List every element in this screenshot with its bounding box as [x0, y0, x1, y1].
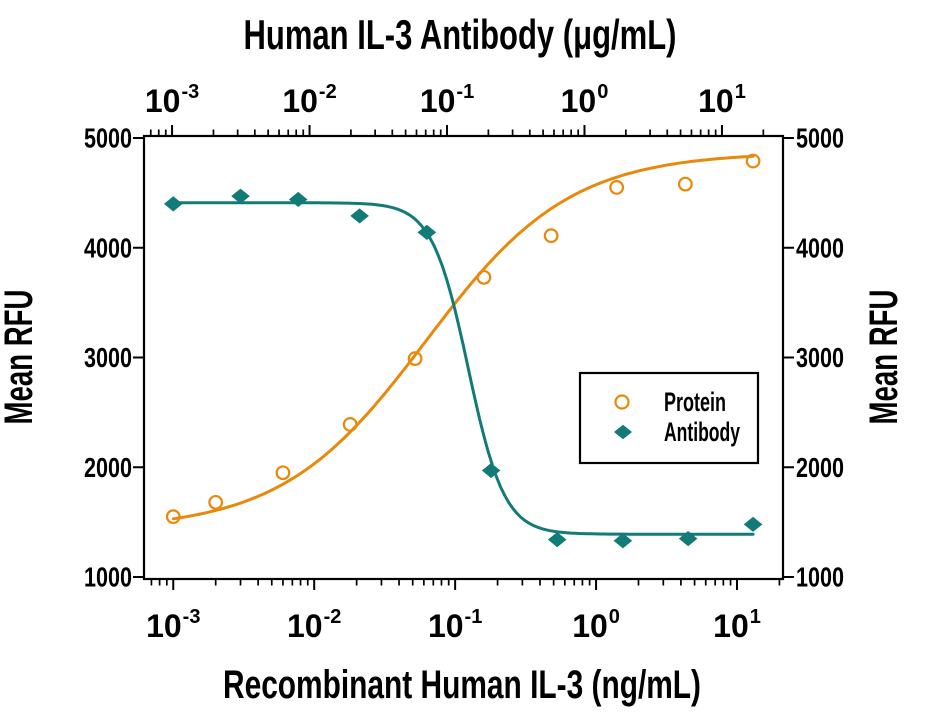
chart-title: Human IL-3 Antibody (μg/mL): [244, 11, 677, 58]
x-axis-bottom-tick-label: 101: [713, 606, 761, 644]
x-axis-label: Recombinant Human IL-3 (ng/mL): [223, 663, 701, 707]
y-axis-left-tick-label: 3000: [84, 342, 132, 373]
data-points: [163, 153, 763, 549]
protein-point: [677, 176, 693, 192]
y-axis-right-tick-label: 4000: [796, 232, 844, 263]
antibody-point: [288, 191, 308, 208]
x-axis-top-tick-label: 10-1: [420, 81, 474, 119]
y-axis-left-tick-label: 4000: [84, 232, 132, 263]
x-axis-top-tick-label: 101: [698, 81, 746, 119]
y-axis-label-right: Mean RFU: [862, 290, 906, 425]
legend-antibody-marker: [614, 424, 632, 440]
legend: Protein Antibody: [578, 371, 760, 465]
x-axis-bottom-tick-label: 100: [572, 606, 620, 644]
antibody-point: [231, 188, 250, 204]
axes: 10-3 10-2 10-1 100 101 10-3 10-2 10-1 100 101 1000…: [84, 81, 844, 644]
x-axis-bottom-tick-label: 10-2: [287, 606, 341, 644]
protein-point: [165, 509, 181, 525]
y-axis-right-tick-label: 1000: [796, 562, 844, 593]
protein-point: [609, 179, 625, 195]
legend-box: [578, 371, 760, 465]
x-axis-top-tick-label: 10-3: [145, 81, 199, 119]
y-axis-left-tick-label: 2000: [84, 452, 132, 483]
antibody-point: [678, 530, 698, 547]
y-axis-right-tick-label: 2000: [796, 452, 844, 483]
protein-point: [745, 153, 761, 169]
legend-antibody-label: Antibody: [664, 417, 740, 447]
protein-curve: [171, 154, 755, 521]
protein-point: [208, 494, 224, 510]
antibody-point: [613, 533, 633, 549]
x-axis-bottom-tick-label: 10-3: [146, 606, 200, 644]
protein-point: [407, 351, 423, 366]
antibody-point: [547, 532, 567, 548]
antibody-point: [163, 196, 183, 212]
protein-point: [543, 228, 559, 244]
protein-point: [476, 269, 492, 285]
y-axis-left-tick-label: 5000: [84, 123, 132, 154]
y-axis-left-tick-label: 1000: [84, 562, 132, 593]
antibody-point: [743, 516, 763, 532]
antibody-point: [350, 208, 369, 224]
x-axis-bottom-tick-label: 10-1: [428, 606, 482, 644]
protein-point: [342, 417, 358, 432]
legend-protein-label: Protein: [664, 387, 726, 417]
antibody-point: [481, 462, 501, 479]
y-axis-right-tick-label: 5000: [796, 123, 844, 154]
fit-curves: [171, 154, 755, 536]
y-axis-label-left: Mean RFU: [0, 290, 41, 425]
antibody-curve: [171, 201, 755, 536]
antibody-point: [417, 224, 437, 240]
protein-point: [275, 465, 291, 481]
y-axis-right-tick-label: 3000: [796, 342, 844, 373]
legend-protein-marker: [614, 394, 630, 410]
x-axis-top-tick-label: 100: [561, 81, 609, 119]
x-axis-top-tick-label: 10-2: [282, 81, 336, 119]
